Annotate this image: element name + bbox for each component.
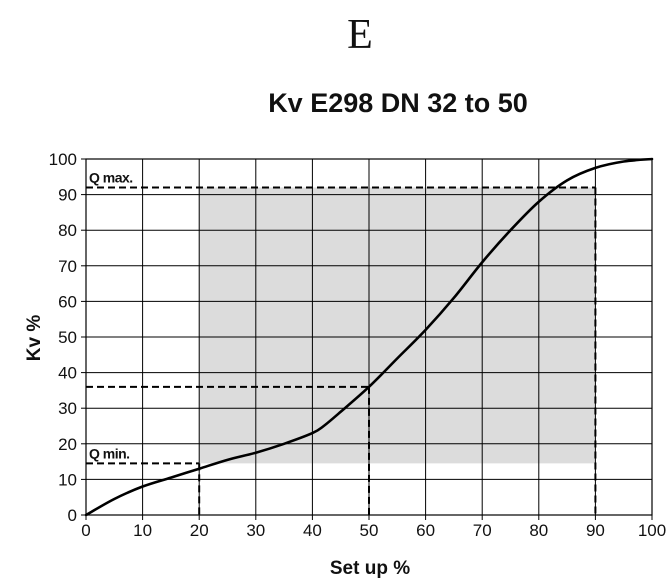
x-tick-label: 60: [416, 521, 435, 540]
x-tick-label: 40: [303, 521, 322, 540]
x-tick-label: 90: [586, 521, 605, 540]
y-tick-label: 0: [68, 506, 77, 525]
y-axis-label: Kv %: [24, 315, 45, 362]
x-axis-label: Set up %: [330, 558, 410, 579]
annotation-label: Q max.: [89, 169, 133, 185]
annotation-label: Q min.: [89, 445, 130, 461]
y-tick-label: 10: [58, 470, 77, 489]
y-tick-label: 80: [58, 221, 77, 240]
x-tick-label: 100: [638, 521, 666, 540]
x-tick-label: 0: [81, 521, 90, 540]
plot-area: 0 10 20 30 40 50 60 70 80 90 100 0 10 20 30 40 50 60 70 80 9…: [49, 150, 667, 540]
y-tick-label: 100: [49, 150, 77, 169]
kv-curve: [84, 157, 654, 517]
page-letter: E: [347, 12, 373, 58]
chart-title: Kv E298 DN 32 to 50: [268, 88, 528, 118]
x-tick-label: 80: [529, 521, 548, 540]
x-tick-label: 10: [133, 521, 152, 540]
x-tick-label: 20: [190, 521, 209, 540]
y-tick-label: 70: [58, 257, 77, 276]
y-tick-label: 30: [58, 399, 77, 418]
x-tick-label: 50: [360, 521, 379, 540]
y-tick-label: 20: [58, 435, 77, 454]
shaded-region: [199, 187, 596, 464]
x-tick-label: 30: [246, 521, 265, 540]
y-tick-label: 50: [58, 328, 77, 347]
x-tick-label: 70: [473, 521, 492, 540]
y-tick-label: 90: [58, 186, 77, 205]
y-tick-label: 60: [58, 292, 77, 311]
y-tick-label: 40: [58, 364, 77, 383]
